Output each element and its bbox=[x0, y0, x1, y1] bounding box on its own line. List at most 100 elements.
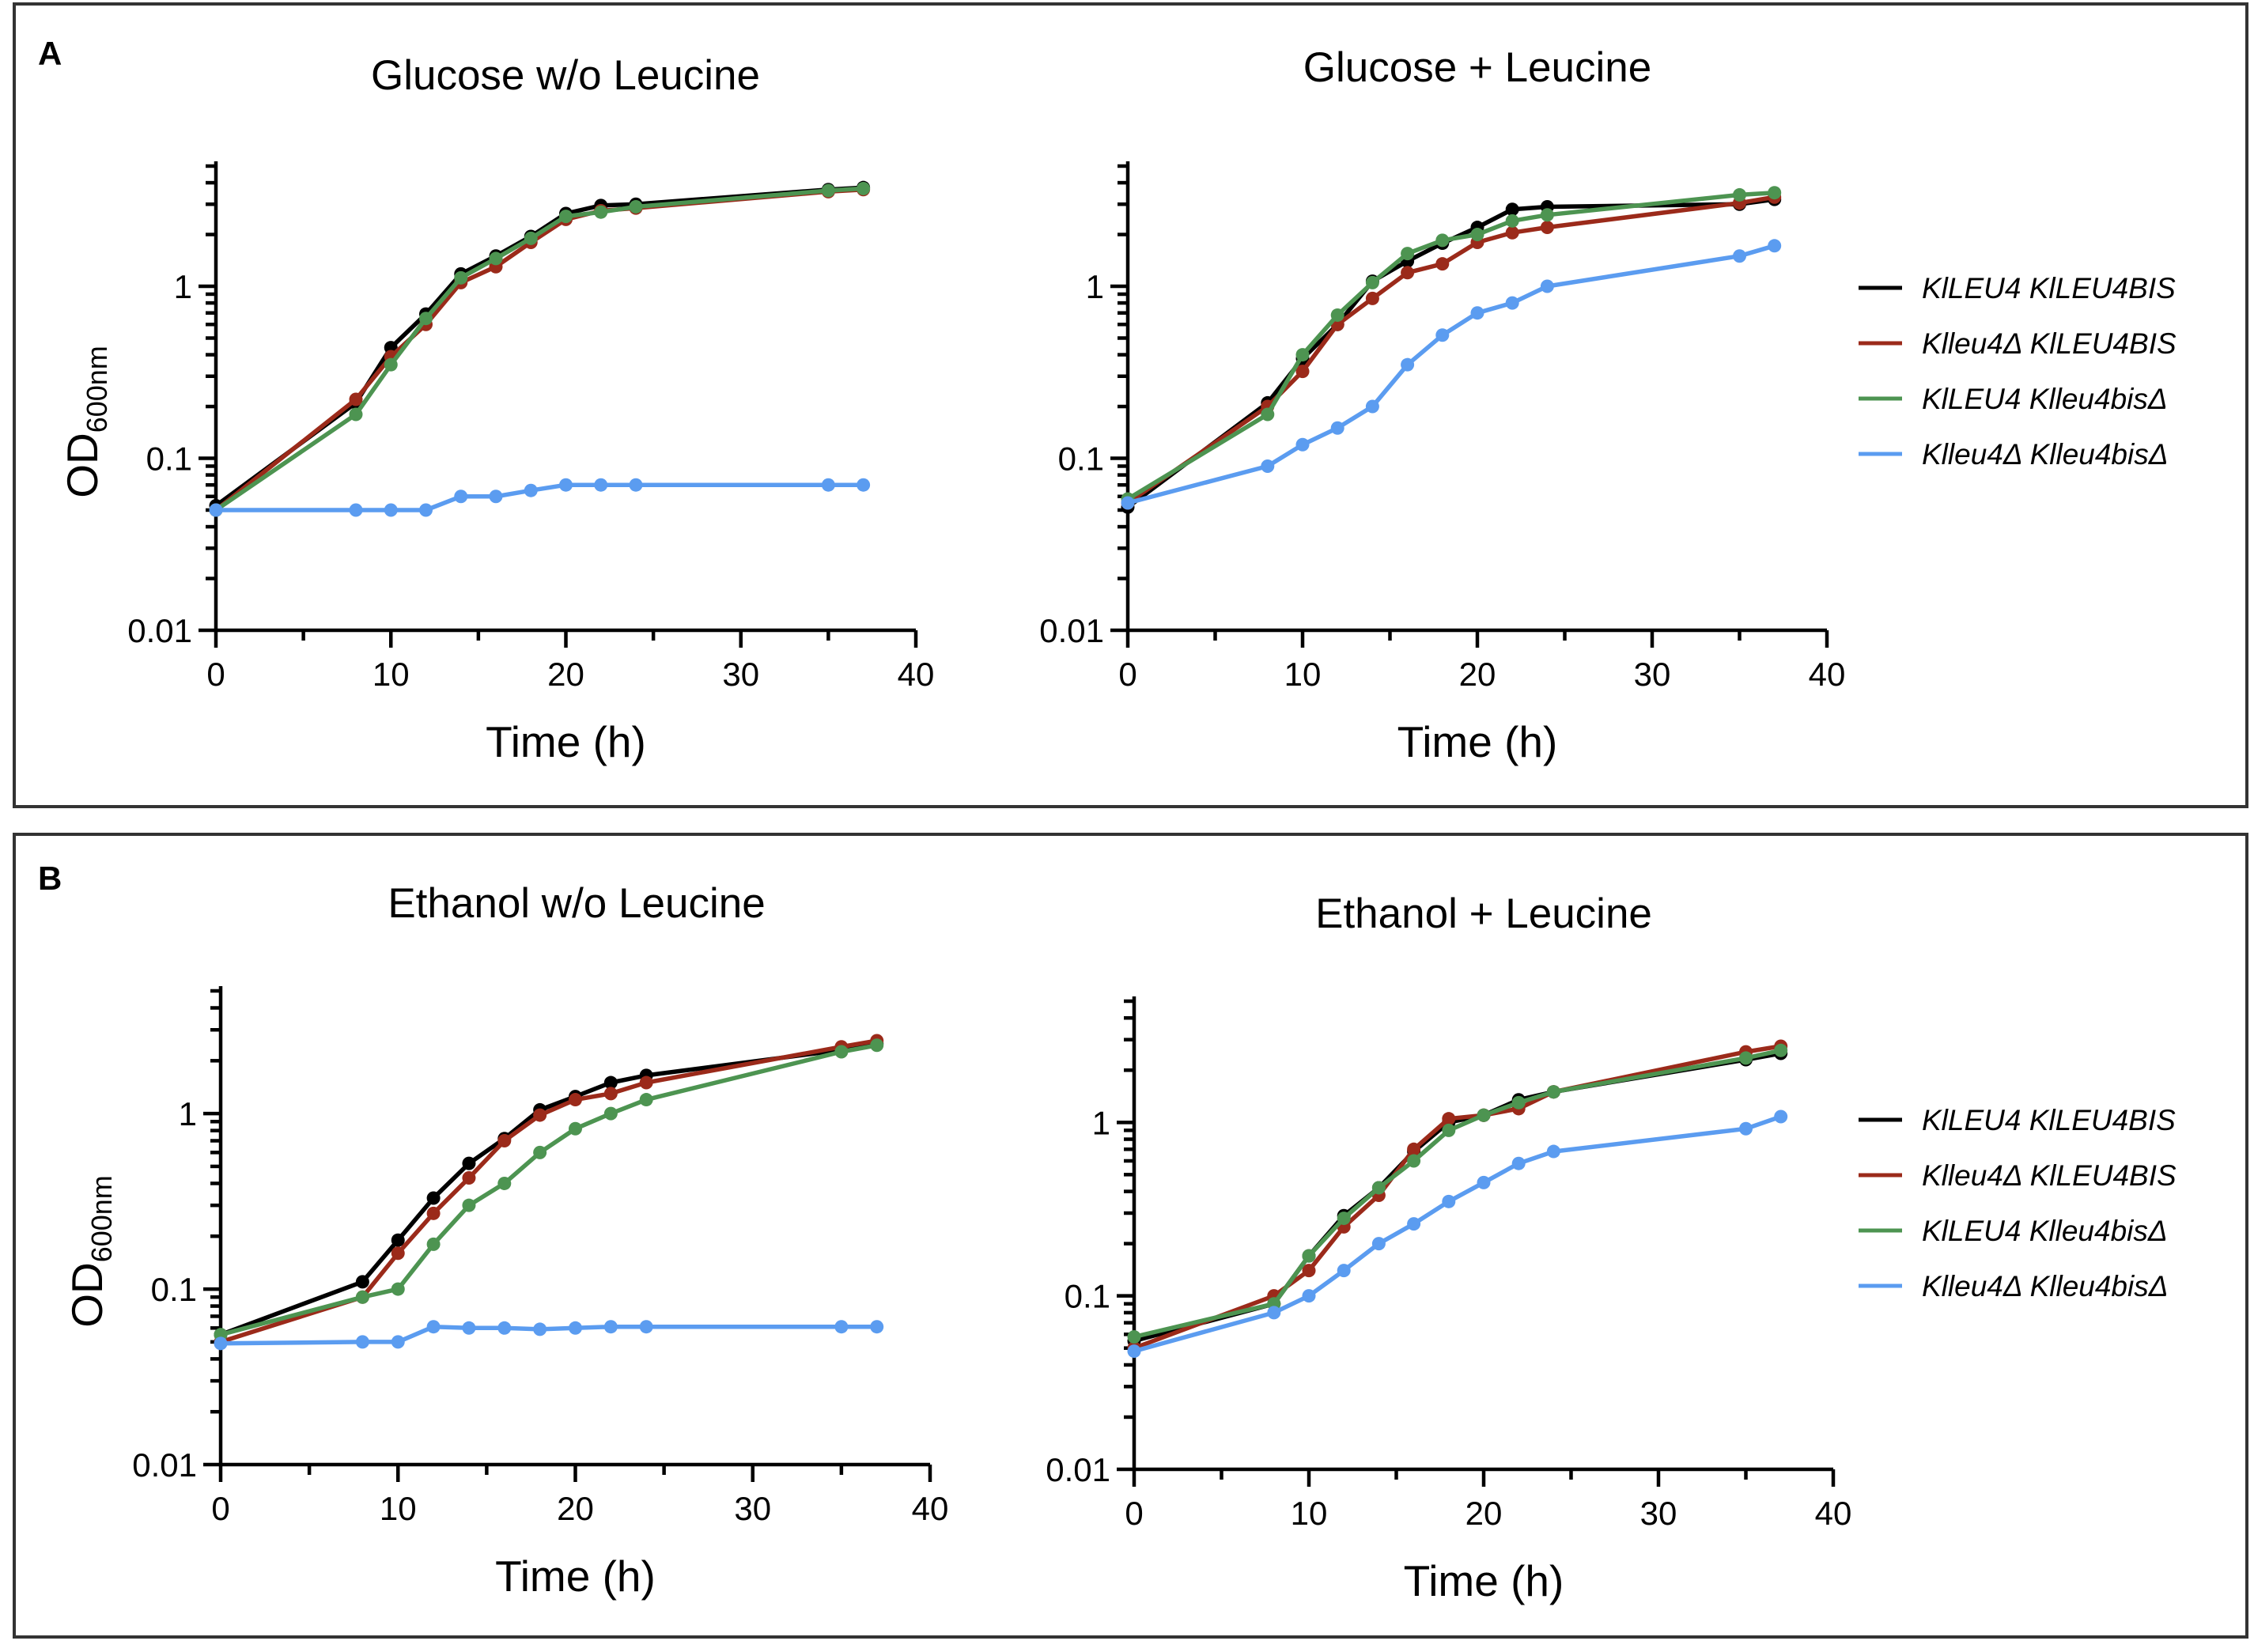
y-tick-label: 0.01 bbox=[132, 1446, 197, 1484]
data-point bbox=[384, 357, 398, 372]
legend-label: KlLEU4 KlLEU4BIS bbox=[1922, 272, 2176, 304]
data-point bbox=[639, 1093, 653, 1107]
y-tick-label: 0.01 bbox=[1039, 612, 1104, 649]
data-point bbox=[1442, 1112, 1456, 1126]
x-tick-label: 40 bbox=[1809, 656, 1846, 693]
data-point bbox=[391, 1246, 405, 1261]
data-point bbox=[569, 1121, 582, 1136]
data-point bbox=[1442, 1123, 1456, 1137]
y-axis-title-subscript: 600nm bbox=[81, 346, 113, 433]
data-point bbox=[1295, 365, 1310, 379]
legend-label: Klleu4Δ KlLEU4BIS bbox=[1922, 1159, 2176, 1192]
data-point bbox=[1330, 421, 1344, 435]
x-tick-label: 10 bbox=[380, 1490, 417, 1527]
x-tick-label: 0 bbox=[1118, 656, 1136, 693]
data-point bbox=[419, 503, 433, 517]
series-line bbox=[1126, 190, 1775, 501]
series-line bbox=[1133, 1048, 1782, 1340]
x-tick-label: 40 bbox=[898, 656, 935, 693]
series-4 bbox=[214, 1320, 884, 1351]
x-tick-label: 10 bbox=[373, 656, 410, 693]
data-point bbox=[1505, 225, 1519, 240]
data-point bbox=[1127, 1344, 1141, 1359]
data-point bbox=[1546, 1144, 1560, 1159]
panel-b-frame bbox=[13, 833, 2248, 1639]
data-point bbox=[1739, 1121, 1753, 1136]
data-point bbox=[1365, 291, 1379, 305]
data-point bbox=[1774, 1043, 1788, 1057]
data-point bbox=[1733, 249, 1746, 263]
data-point bbox=[489, 490, 503, 504]
y-tick-label: 0.01 bbox=[1046, 1451, 1110, 1488]
data-point bbox=[533, 1322, 547, 1336]
data-point bbox=[821, 478, 835, 492]
data-point bbox=[462, 1156, 476, 1170]
chart-title: Ethanol + Leucine bbox=[1315, 890, 1652, 937]
legend-label: Klleu4Δ Klleu4bisΔ bbox=[1922, 1270, 2169, 1302]
data-point bbox=[426, 1206, 441, 1220]
data-point bbox=[603, 1106, 618, 1121]
data-point bbox=[1511, 1156, 1526, 1170]
data-point bbox=[1295, 437, 1310, 452]
data-point bbox=[1330, 308, 1344, 322]
data-point bbox=[1477, 1175, 1491, 1189]
series-4 bbox=[209, 478, 871, 517]
data-point bbox=[569, 1321, 582, 1335]
data-point bbox=[1401, 266, 1415, 280]
x-tick-label: 0 bbox=[1125, 1495, 1143, 1532]
series-line bbox=[220, 1038, 878, 1344]
data-point bbox=[533, 1108, 547, 1122]
data-point bbox=[384, 503, 398, 517]
x-tick-label: 40 bbox=[912, 1490, 949, 1527]
data-point bbox=[391, 1233, 405, 1247]
data-point bbox=[426, 1191, 441, 1205]
data-point bbox=[1774, 1110, 1788, 1124]
data-point bbox=[1505, 214, 1519, 228]
data-point bbox=[1505, 202, 1519, 217]
data-point bbox=[1302, 1289, 1316, 1303]
y-tick-label: 0.1 bbox=[1058, 440, 1104, 478]
y-tick-label: 0.1 bbox=[151, 1271, 197, 1308]
data-point bbox=[426, 1320, 441, 1334]
x-tick-label: 20 bbox=[557, 1490, 594, 1527]
data-point bbox=[870, 1038, 884, 1053]
y-axis-title-subscript: 600nm bbox=[85, 1175, 118, 1262]
data-point bbox=[462, 1170, 476, 1185]
data-point bbox=[1470, 228, 1484, 242]
legend-label: KlLEU4 Klleu4bisΔ bbox=[1922, 383, 2168, 415]
x-tick-label: 10 bbox=[1291, 1495, 1328, 1532]
data-point bbox=[497, 1321, 512, 1335]
data-point bbox=[1302, 1249, 1316, 1263]
x-tick-label: 0 bbox=[211, 1490, 229, 1527]
x-tick-label: 30 bbox=[1640, 1495, 1677, 1532]
data-point bbox=[1540, 279, 1554, 293]
data-point bbox=[1261, 459, 1275, 473]
data-point bbox=[1435, 328, 1450, 342]
data-point bbox=[834, 1045, 849, 1059]
legend-label: KlLEU4 Klleu4bisΔ bbox=[1922, 1215, 2168, 1247]
legend-label: Klleu4Δ Klleu4bisΔ bbox=[1922, 438, 2169, 471]
series-3 bbox=[1121, 186, 1782, 506]
x-tick-label: 40 bbox=[1815, 1495, 1852, 1532]
data-point bbox=[639, 1076, 653, 1090]
series-line bbox=[220, 1041, 878, 1337]
panel-b-letter: B bbox=[38, 860, 62, 897]
data-point bbox=[1302, 1264, 1316, 1278]
data-point bbox=[1407, 1142, 1421, 1156]
x-tick-label: 30 bbox=[1634, 656, 1671, 693]
panel-b: B bbox=[13, 833, 2248, 1639]
data-point bbox=[629, 199, 643, 214]
x-axis-title: Time (h) bbox=[1404, 1556, 1564, 1605]
data-point bbox=[594, 478, 608, 492]
data-point bbox=[603, 1087, 618, 1101]
data-point bbox=[857, 181, 871, 195]
data-point bbox=[639, 1320, 653, 1334]
data-point bbox=[870, 1320, 884, 1334]
chart-title: Ethanol w/o Leucine bbox=[388, 880, 765, 927]
y-tick-label: 0.1 bbox=[146, 440, 192, 478]
data-point bbox=[1401, 357, 1415, 372]
data-point bbox=[629, 478, 643, 492]
